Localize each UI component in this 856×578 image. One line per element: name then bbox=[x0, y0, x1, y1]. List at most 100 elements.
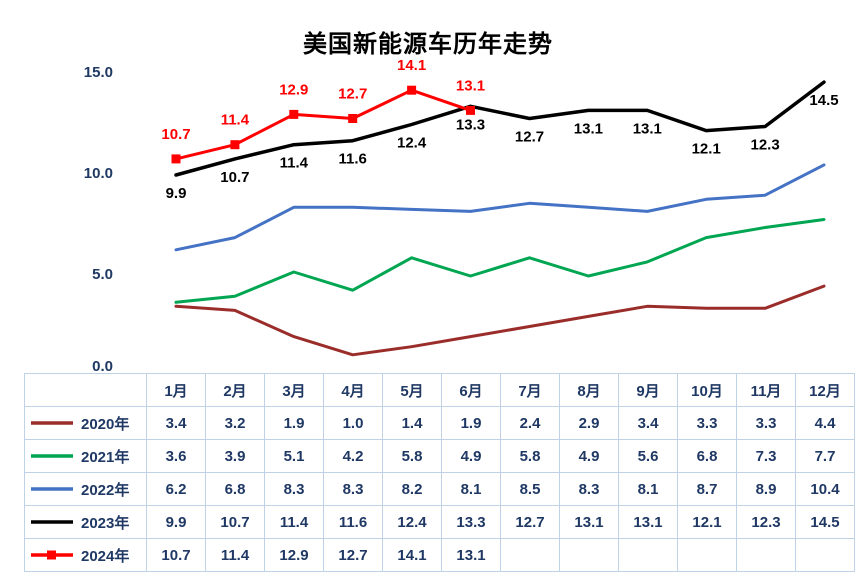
value-cell: 4.9 bbox=[559, 439, 619, 473]
series-name: 2020年 bbox=[81, 415, 130, 433]
value-cell: 13.1 bbox=[559, 505, 619, 539]
value-cell: 5.1 bbox=[264, 439, 324, 473]
value-cell: 13.3 bbox=[441, 505, 501, 539]
series-line-2022年 bbox=[174, 163, 826, 252]
value-cell: 1.4 bbox=[382, 406, 442, 440]
month-header-cell: 12月 bbox=[795, 373, 855, 407]
data-label: 10.7 bbox=[220, 169, 249, 186]
legend-item: 2021年 bbox=[24, 439, 147, 473]
value-cell: 12.9 bbox=[264, 538, 324, 572]
data-label: 11.4 bbox=[280, 155, 309, 172]
legend-line-sample bbox=[31, 454, 73, 458]
series-line-2021年 bbox=[174, 218, 826, 304]
data-label: 12.7 bbox=[338, 86, 367, 103]
y-tick-label: 5.0 bbox=[92, 266, 113, 283]
value-cell: 8.1 bbox=[441, 472, 501, 506]
value-cell: 10.4 bbox=[795, 472, 855, 506]
value-cell bbox=[618, 538, 678, 572]
month-header-cell: 6月 bbox=[441, 373, 501, 407]
value-cell: 1.9 bbox=[264, 406, 324, 440]
series-line-2020年 bbox=[174, 284, 826, 357]
month-header-cell: 9月 bbox=[618, 373, 678, 407]
value-cell: 8.1 bbox=[618, 472, 678, 506]
y-tick-label: 15.0 bbox=[84, 64, 113, 81]
value-cell: 6.8 bbox=[677, 439, 737, 473]
table-row: 2021年 3.6 3.9 5.1 4.2 5.8 4.9 5.8 4.9 5.6 6.8 7.3 7.… bbox=[24, 439, 855, 473]
series-marker bbox=[348, 114, 358, 123]
value-cell bbox=[736, 538, 796, 572]
value-cell: 4.2 bbox=[323, 439, 383, 473]
month-header-cell: 5月 bbox=[382, 373, 442, 407]
data-label: 12.7 bbox=[515, 129, 544, 146]
legend-line-sample bbox=[31, 550, 73, 560]
series-name: 2023年 bbox=[81, 514, 130, 532]
series-marker bbox=[289, 109, 299, 119]
series-line-2024年 bbox=[174, 88, 472, 161]
month-header-cell: 3月 bbox=[264, 373, 324, 407]
value-cell: 5.8 bbox=[500, 439, 560, 473]
legend-marker bbox=[47, 550, 56, 560]
value-cell: 1.9 bbox=[441, 406, 501, 440]
value-cell bbox=[795, 538, 855, 572]
data-label: 14.5 bbox=[809, 92, 838, 109]
value-cell: 6.8 bbox=[205, 472, 265, 506]
y-tick-label: 0.0 bbox=[92, 358, 113, 374]
value-cell: 10.7 bbox=[205, 505, 265, 539]
series-line-2023年 bbox=[174, 80, 826, 177]
month-header-cell: 1月 bbox=[146, 373, 206, 407]
value-cell: 14.1 bbox=[382, 538, 442, 572]
value-cell: 8.9 bbox=[736, 472, 796, 506]
value-cell: 7.7 bbox=[795, 439, 855, 473]
month-header-cell: 11月 bbox=[736, 373, 796, 407]
value-cell: 8.2 bbox=[382, 472, 442, 506]
data-label: 11.6 bbox=[339, 151, 367, 168]
value-cell: 2.4 bbox=[500, 406, 560, 440]
series-name: 2024年 bbox=[81, 547, 130, 565]
month-header-cell: 2月 bbox=[205, 373, 265, 407]
value-cell: 13.1 bbox=[441, 538, 501, 572]
value-cell: 8.5 bbox=[500, 472, 560, 506]
value-cell: 3.3 bbox=[736, 406, 796, 440]
series-name: 2022年 bbox=[81, 481, 130, 499]
value-cell: 12.7 bbox=[323, 538, 383, 572]
table-row: 2023年 9.9 10.7 11.4 11.6 12.4 13.3 12.7 13.1 13.1… bbox=[24, 505, 855, 539]
value-cell bbox=[559, 538, 619, 572]
data-label: 9.9 bbox=[166, 185, 187, 202]
data-label: 13.1 bbox=[633, 120, 662, 137]
value-cell: 5.6 bbox=[618, 439, 678, 473]
data-label: 12.1 bbox=[692, 141, 721, 158]
value-cell bbox=[500, 538, 560, 572]
value-cell: 8.3 bbox=[323, 472, 383, 506]
table-row: 2024年 10.7 11.4 12.9 12.7 14.1 13.1 bbox=[24, 538, 855, 572]
data-label: 14.1 bbox=[397, 57, 426, 74]
table-header-row: 1月 2月 3月 4月 5月 6月 7月 8月 9月 10月 11月 12月 bbox=[24, 373, 855, 407]
value-cell: 11.6 bbox=[323, 505, 383, 539]
legend-item: 2022年 bbox=[24, 472, 147, 506]
value-cell: 14.5 bbox=[795, 505, 855, 539]
data-label: 12.3 bbox=[750, 137, 779, 154]
value-cell: 9.9 bbox=[146, 505, 206, 539]
series-marker bbox=[171, 154, 181, 164]
data-label: 13.1 bbox=[574, 120, 603, 137]
value-cell: 12.7 bbox=[500, 505, 560, 539]
value-cell: 12.3 bbox=[736, 505, 796, 539]
value-cell: 3.9 bbox=[205, 439, 265, 473]
y-tick-label: 10.0 bbox=[84, 165, 113, 182]
month-header-cell: 10月 bbox=[677, 373, 737, 407]
value-cell: 3.2 bbox=[205, 406, 265, 440]
data-label: 12.9 bbox=[279, 81, 308, 98]
value-cell: 8.7 bbox=[677, 472, 737, 506]
value-cell: 4.9 bbox=[441, 439, 501, 473]
data-label: 13.3 bbox=[456, 116, 485, 133]
value-cell: 1.0 bbox=[323, 406, 383, 440]
chart-title: 美国新能源车历年走势 bbox=[303, 31, 553, 58]
month-header-cell: 7月 bbox=[500, 373, 560, 407]
value-cell: 3.4 bbox=[146, 406, 206, 440]
value-cell: 2.9 bbox=[559, 406, 619, 440]
data-label: 11.4 bbox=[221, 112, 250, 129]
series-marker bbox=[230, 140, 240, 150]
value-cell: 12.1 bbox=[677, 505, 737, 539]
month-header-cell: 8月 bbox=[559, 373, 619, 407]
value-cell: 11.4 bbox=[205, 538, 265, 572]
